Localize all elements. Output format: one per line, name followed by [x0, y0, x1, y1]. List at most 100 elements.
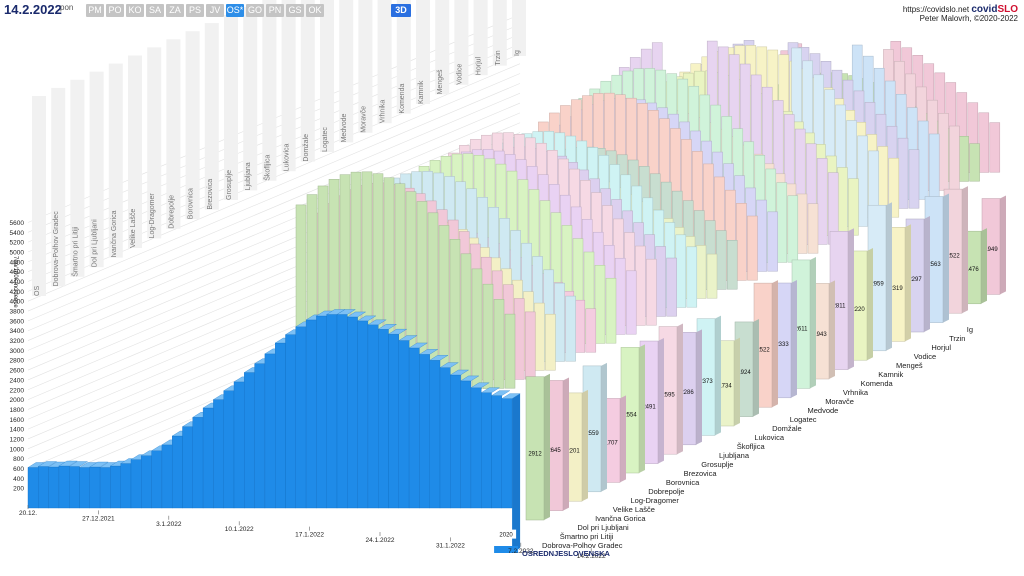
front-bar-top [490, 390, 511, 396]
region-button-11[interactable]: OK [306, 4, 324, 17]
series-bar [460, 253, 472, 390]
value-bar-side [734, 337, 740, 426]
site-url[interactable]: https://covidslo.net [902, 5, 970, 14]
series-name: Borovnica [666, 478, 700, 487]
y-tick-label: 200 [13, 486, 24, 493]
region-button-10[interactable]: GS [286, 4, 304, 17]
region-button-9[interactable]: PN [266, 4, 284, 17]
label-slab [166, 39, 181, 229]
series-bar [471, 268, 483, 390]
y-tick-label: 2800 [10, 358, 25, 365]
value-label: 1476 [965, 267, 979, 273]
top-series-label: Medvode [341, 113, 348, 142]
series-bar [897, 137, 909, 209]
series-bar [978, 112, 990, 173]
current-date: 14.2.2022 [4, 2, 62, 17]
region-button-6[interactable]: JV [206, 4, 224, 17]
front-bar [316, 315, 327, 509]
series-bar [666, 257, 677, 317]
value-label: 2611 [795, 327, 809, 333]
series-bar [715, 230, 727, 290]
front-bar [213, 399, 224, 509]
value-label: 1924 [737, 370, 751, 376]
series-name: Log-Dragomer [631, 496, 680, 505]
front-bar-top [89, 461, 109, 468]
top-series-label: Trzin [495, 50, 502, 65]
site-link[interactable]: https://covidslo.net covidSLO [903, 4, 1018, 15]
day-of-week: pon [60, 3, 74, 12]
label-slab [473, 0, 488, 76]
date-label: 24.1.2022 [366, 537, 395, 544]
front-bar [439, 367, 451, 509]
top-series-label: Ivančna Gorica [111, 210, 118, 257]
front-bar [305, 319, 317, 509]
value-label: 2595 [661, 393, 675, 399]
series-bar [787, 195, 799, 263]
region-button-4[interactable]: ZA [166, 4, 184, 17]
value-bar-side [639, 344, 645, 473]
front-bar [470, 387, 482, 509]
top-series-label: Ljubljana [245, 162, 252, 190]
top-series-label: Vodice [456, 64, 463, 85]
series-bar [736, 203, 747, 281]
region-button-3[interactable]: SA [146, 4, 164, 17]
region-button-5[interactable]: PS [186, 4, 204, 17]
series-name: Dobrova-Polhov Gradec [542, 541, 623, 550]
value-bar [525, 376, 545, 521]
y-tick-label: 5000 [10, 250, 25, 257]
series-name: Šmartno pri Litiji [560, 532, 614, 541]
value-label: 2491 [642, 404, 656, 410]
series-bar [482, 283, 494, 389]
front-bar-top [470, 382, 490, 388]
front-bar-top [58, 460, 78, 467]
front-bar [408, 347, 420, 509]
value-bar-side [886, 202, 892, 351]
front-series-label: OSREDNJESLOVENSKA [522, 549, 611, 558]
view-3d-button[interactable]: 3D [391, 4, 411, 17]
value-label: 2645 [547, 448, 561, 454]
region-button-2[interactable]: KO [126, 4, 144, 17]
front-bar [99, 467, 111, 509]
top-series-label: Brezovica [207, 179, 214, 210]
y-tick-label: 2000 [10, 397, 25, 404]
series-name: Vrhnika [843, 388, 869, 397]
front-bar [58, 465, 70, 509]
series-bar [848, 178, 859, 236]
value-label: 2554 [623, 412, 637, 418]
front-bar-top [429, 355, 449, 361]
value-label: 2373 [699, 379, 713, 385]
value-label: 2912 [528, 452, 542, 458]
region-button-7[interactable]: OS* [226, 4, 244, 17]
region-button-8[interactable]: GO [246, 4, 264, 17]
y-tick-label: 4800 [10, 259, 25, 266]
series-name: Velike Lašče [613, 505, 655, 514]
value-bar-side [810, 256, 816, 389]
region-button-0[interactable]: PM [86, 4, 104, 17]
series-bar [807, 203, 819, 254]
top-series-label: Vrhnika [380, 100, 387, 124]
front-value-label: 2020 [499, 533, 513, 539]
region-selector: PM PO KO SA ZA PS JV OS* GO PN GS OK [86, 4, 324, 17]
front-bar [347, 316, 358, 509]
series-name: Logatec [790, 415, 817, 424]
series-bar [504, 313, 516, 389]
label-slab [377, 0, 392, 124]
front-bar [38, 466, 49, 509]
y-tick-label: 3400 [10, 328, 25, 335]
series-name: Lukovica [754, 433, 784, 442]
front-bar [151, 450, 163, 509]
series-bar [928, 133, 940, 200]
series-bar [554, 282, 565, 362]
value-label: 2220 [851, 307, 865, 313]
front-value-box [496, 529, 517, 539]
value-bar-side [544, 373, 550, 520]
value-label: 2286 [680, 390, 694, 396]
series-bar [958, 136, 969, 182]
front-bar-top [460, 375, 480, 382]
label-slab [339, 0, 354, 143]
series-bar [767, 211, 778, 272]
y-tick-label: 3200 [10, 338, 25, 345]
region-button-1[interactable]: PO [106, 4, 124, 17]
front-bar-top [357, 315, 377, 322]
top-series-label: Borovnica [188, 188, 195, 219]
